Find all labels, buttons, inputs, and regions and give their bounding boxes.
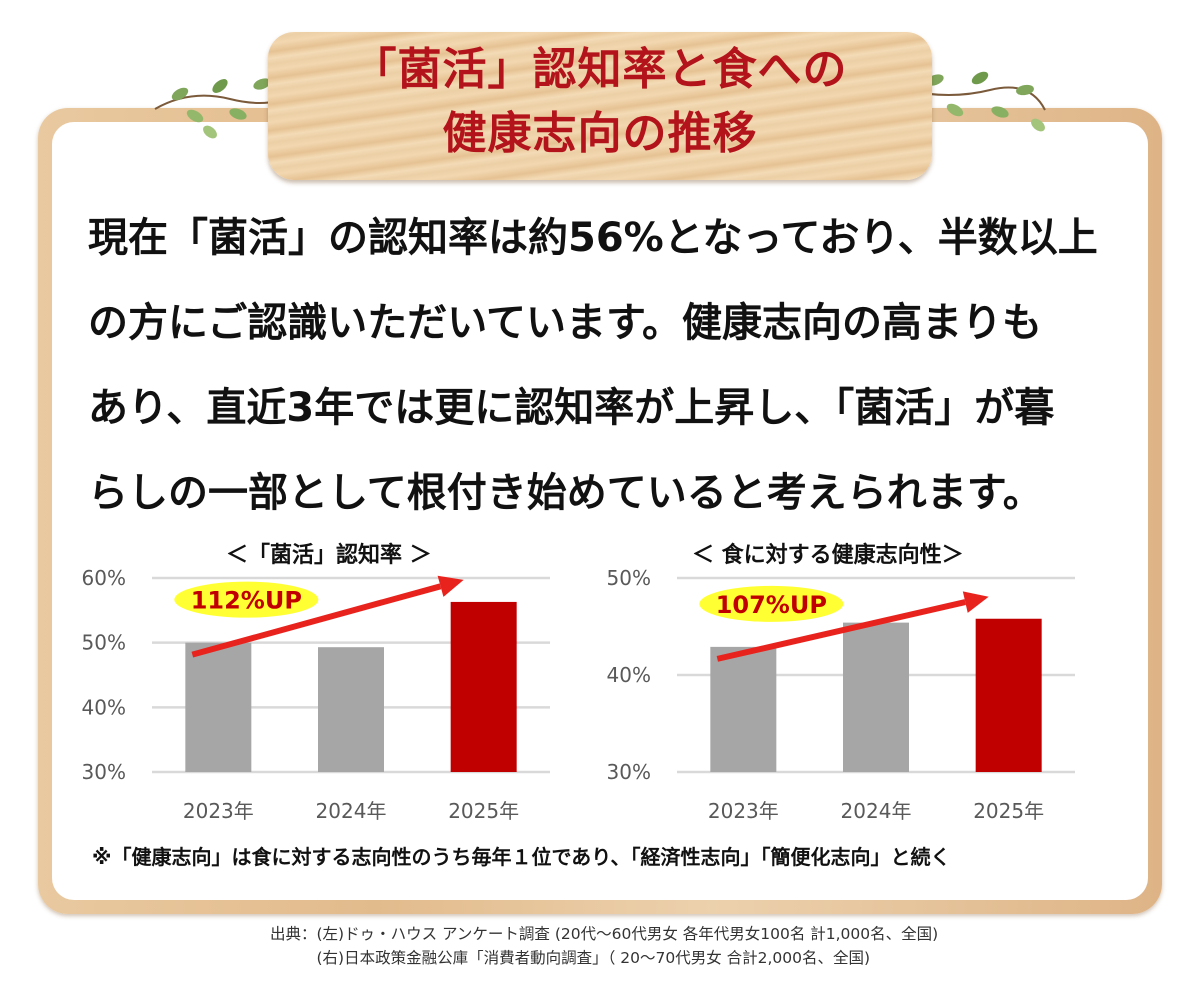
y-tick-label: 40%: [607, 663, 651, 687]
x-tick-label: 2023年: [183, 799, 254, 823]
y-tick-label: 50%: [607, 566, 651, 590]
trend-arrow-head: [962, 591, 989, 613]
growth-badge: [174, 581, 319, 618]
left-vine-decoration: [154, 78, 296, 139]
bar: [185, 642, 252, 772]
health-orientation-chart: 30% 40% 50% 2023年 2024年 2025年 107%UP: [607, 566, 1075, 823]
paragraph-line: 現在「菌活」の認知率は約56%となっており、半数以上: [88, 215, 1098, 261]
growth-badge-label: 107%UP: [716, 591, 827, 619]
paragraph-line: の方にご認識いただいています。健康志向の高まりも: [88, 300, 1042, 346]
x-tick-label: 2024年: [841, 799, 912, 823]
growth-badge: [699, 585, 844, 622]
bar: [843, 622, 909, 772]
x-tick-label: 2023年: [708, 799, 779, 823]
title-board: 「菌活」認知率と食への 健康志向の推移: [268, 32, 932, 180]
x-tick-label: 2024年: [316, 799, 387, 823]
y-tick-label: 30%: [82, 760, 126, 784]
description-paragraph: 現在「菌活」の認知率は約56%となっており、半数以上 の方にご認識いただいていま…: [88, 196, 1118, 536]
y-tick-label: 60%: [82, 566, 126, 590]
y-tick-label: 30%: [607, 760, 651, 784]
awareness-rate-chart: 30% 40% 50% 60% 2023年 2024年 2025年 112%UP: [82, 566, 550, 823]
paragraph-line: らしの一部として根付き始めていると考えられます。: [88, 470, 1043, 516]
x-tick-label: 2025年: [973, 799, 1044, 823]
bar: [710, 646, 777, 772]
x-tick-label: 2025年: [448, 799, 519, 823]
left-chart-title: ＜「菌活」認知率 ＞: [226, 543, 432, 568]
trend-arrow-line: [191, 583, 442, 658]
bar: [450, 601, 517, 772]
page-title: 「菌活」認知率と食への 健康志向の推移: [352, 44, 848, 159]
footnote: ※「健康志向」は食に対する志向性のうち毎年１位であり、「経済性志向」「簡便化志向…: [92, 845, 951, 869]
y-tick-label: 40%: [82, 695, 126, 719]
trend-arrow-line: [716, 599, 966, 662]
y-tick-label: 50%: [82, 631, 126, 655]
bar: [318, 647, 384, 772]
right-chart-title: ＜ 食に対する健康志向性＞: [692, 543, 964, 568]
growth-badge-label: 112%UP: [191, 587, 302, 615]
paragraph-line: あり、直近3年では更に認知率が上昇し、「菌活」が暮: [88, 385, 1055, 431]
bar: [975, 618, 1042, 772]
source-citation: 出典：(左)ドゥ・ハウス アンケート調査 (20代〜60代男女 各年代男女100…: [270, 925, 939, 967]
trend-arrow-head: [437, 575, 464, 597]
